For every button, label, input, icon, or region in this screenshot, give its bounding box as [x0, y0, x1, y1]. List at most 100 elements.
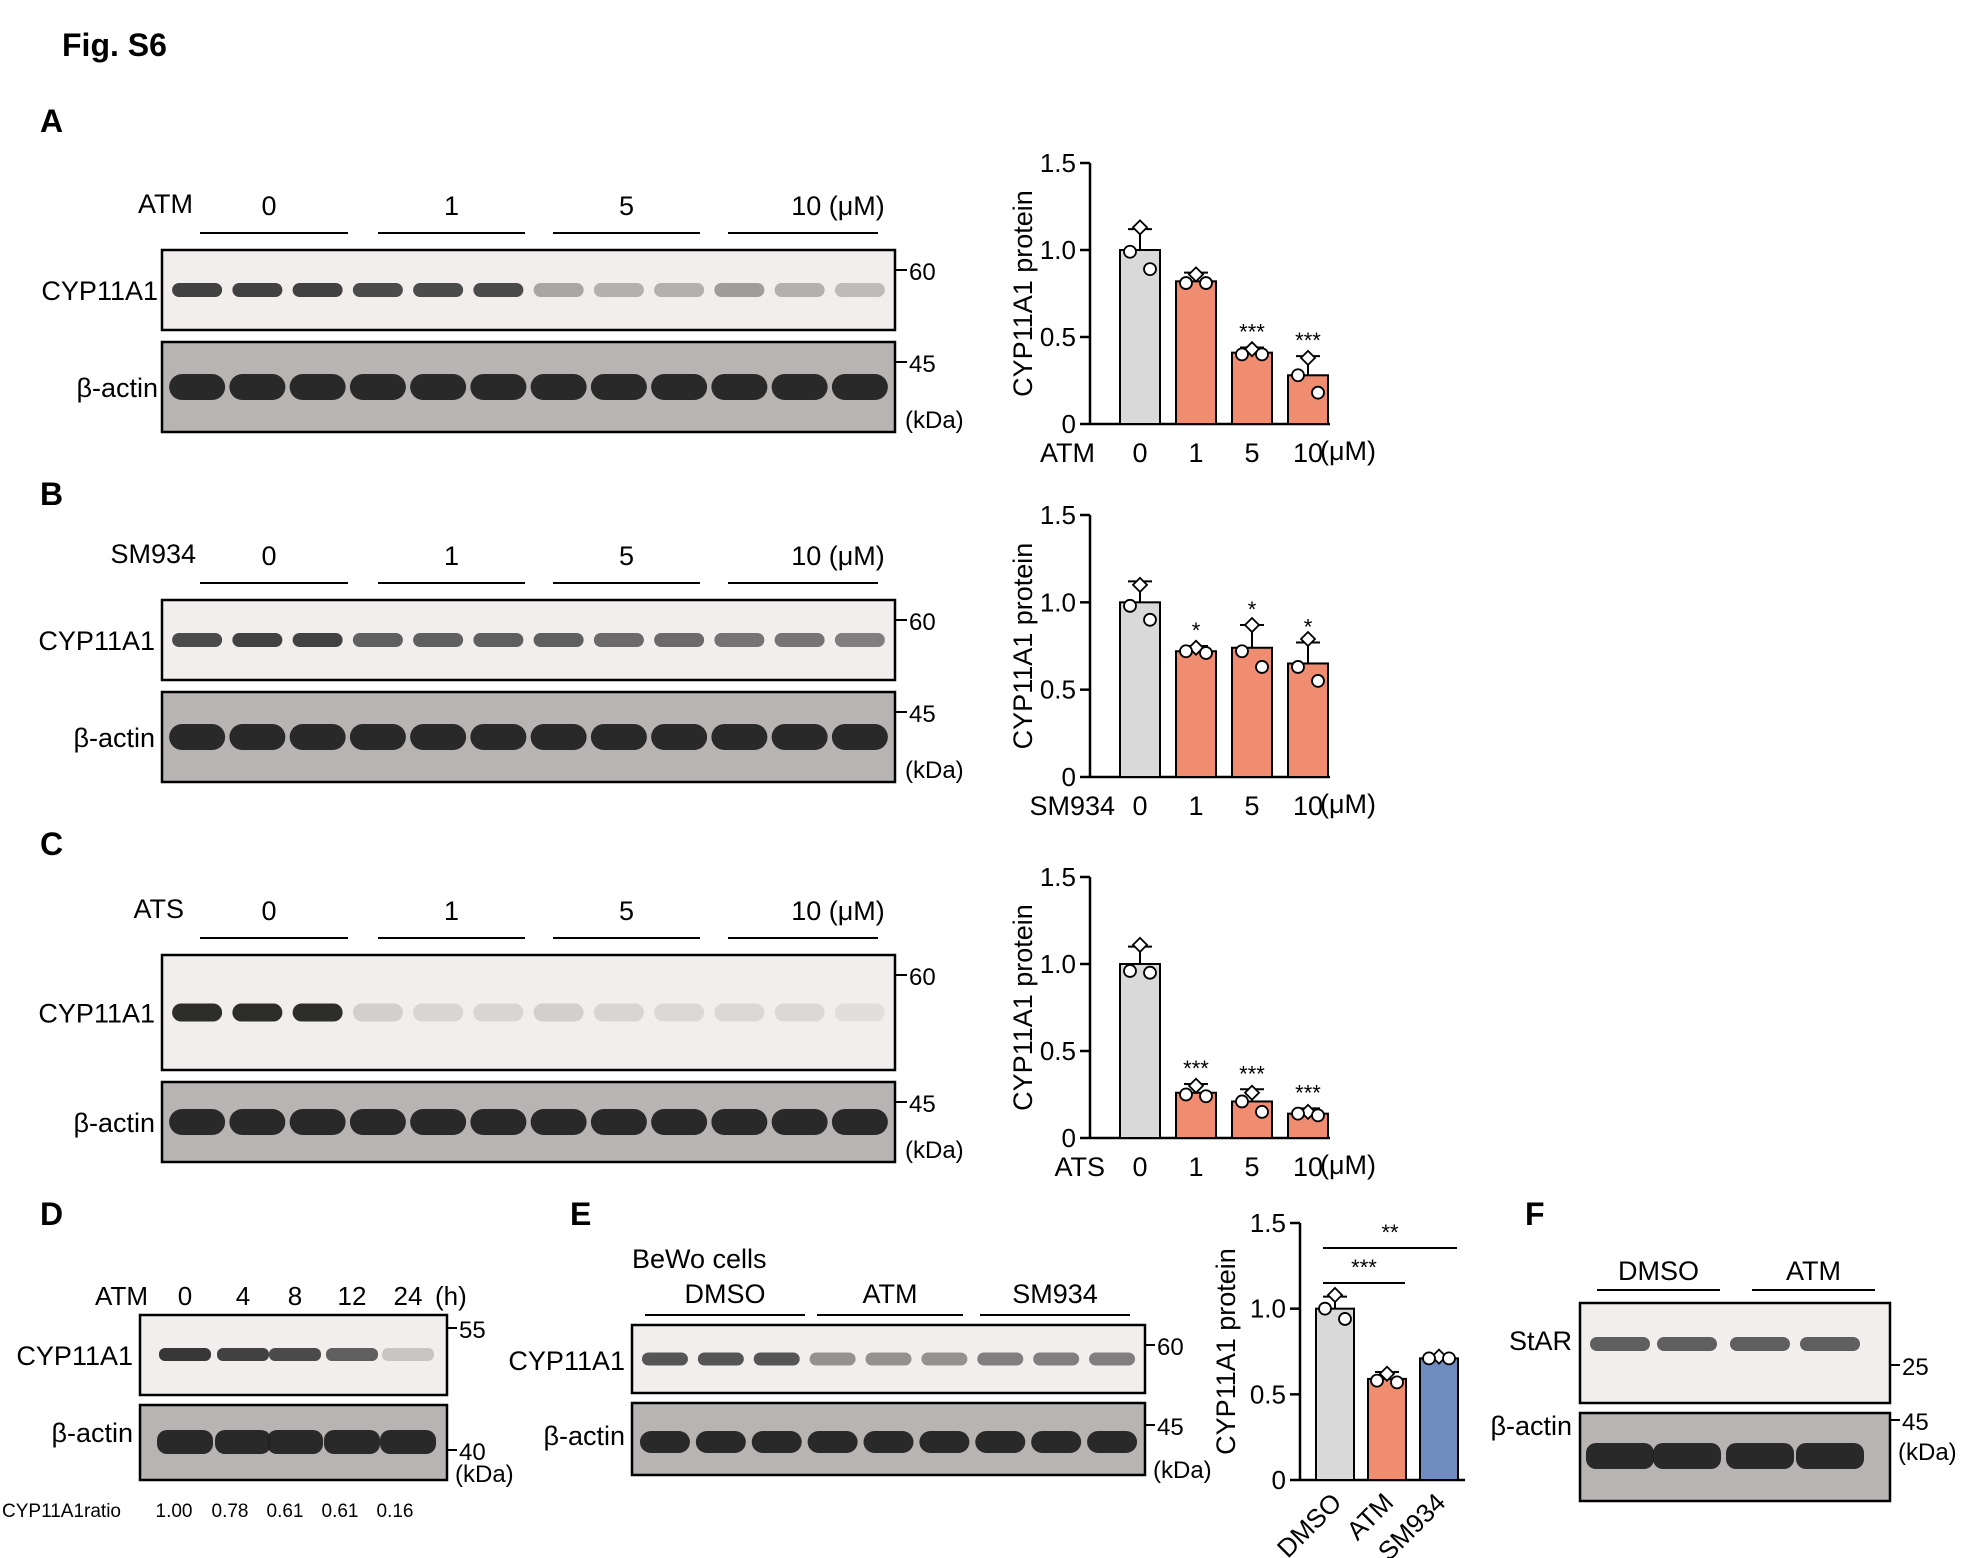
- data-point: [1179, 1087, 1193, 1102]
- blot-panel-c: ATS 0 1 5 10 (μM) CYP11A1 60 β-actin 45 (kDa): [38, 894, 963, 1164]
- group-label: DMSO: [685, 1279, 766, 1309]
- star-blot: [1578, 1301, 1892, 1405]
- data-point: [1299, 349, 1317, 367]
- cyp11a1-band: [809, 1352, 856, 1366]
- actin-band: [639, 1431, 690, 1453]
- row-label-cyp11a1: CYP11A1: [38, 626, 155, 656]
- marker-45: 45: [1902, 1409, 1929, 1436]
- dose-label: 1: [444, 541, 459, 571]
- y-axis-label: CYP11A1 protein: [1008, 190, 1038, 397]
- bar: [1315, 1307, 1355, 1481]
- data-point: [1143, 965, 1157, 980]
- cyp11a1-band: [921, 1352, 968, 1366]
- y-tick-label: 1.5: [1040, 862, 1076, 892]
- y-axis-label: CYP11A1 protein: [1008, 543, 1038, 750]
- cyp11a1-band: [413, 283, 464, 297]
- kda-label: (kDa): [1153, 1457, 1212, 1484]
- cyp11a1-band: [753, 1352, 800, 1366]
- data-point: [1199, 1089, 1213, 1104]
- treatment-label: SM934: [110, 539, 196, 569]
- y-tick-label: 1.0: [1040, 235, 1076, 265]
- x-axis-unit: (μM): [1320, 436, 1376, 466]
- cyp11a1-blot: [160, 953, 897, 1072]
- cyp11a1-band: [232, 1003, 283, 1022]
- data-point: [1326, 1286, 1344, 1304]
- cell-line-label: BeWo cells: [632, 1244, 767, 1274]
- y-tick-label: 1.0: [1040, 587, 1076, 617]
- cyp11a1-band: [473, 283, 524, 297]
- actin-band: [410, 1109, 467, 1135]
- cyp11a1-band: [232, 633, 283, 647]
- dose-label: 10 (μM): [791, 896, 885, 926]
- actin-band: [157, 1430, 213, 1454]
- y-axis-label: CYP11A1 protein: [1211, 1248, 1241, 1455]
- actin-band: [1031, 1431, 1082, 1453]
- data-point: [1255, 1105, 1269, 1119]
- actin-band: [1653, 1443, 1721, 1469]
- x-tick-label: 5: [1244, 791, 1259, 821]
- x-tick-label: 1: [1188, 438, 1203, 468]
- actin-band: [349, 374, 406, 400]
- data-point: [1143, 262, 1157, 277]
- actin-band: [831, 374, 888, 400]
- bar: [1231, 351, 1273, 425]
- marker-55: 55: [459, 1317, 486, 1344]
- data-point: [1299, 630, 1317, 648]
- ratio-value: 0.78: [212, 1501, 249, 1522]
- marker-45: 45: [909, 701, 936, 728]
- actin-band: [229, 374, 286, 400]
- data-point: [1422, 1351, 1436, 1366]
- x-tick-label: 5: [1244, 1152, 1259, 1182]
- actin-band: [651, 724, 708, 750]
- data-point: [1311, 385, 1325, 400]
- star-band: [1657, 1337, 1717, 1351]
- cyp11a1-band: [834, 1003, 885, 1022]
- actin-band: [771, 374, 828, 400]
- actin-band: [470, 724, 527, 750]
- x-tick-label: 10: [1293, 438, 1323, 468]
- actin-band: [919, 1431, 970, 1453]
- kda-label: (kDa): [905, 1137, 964, 1164]
- actin-band: [169, 724, 226, 750]
- cyp11a1-band: [714, 1003, 765, 1022]
- y-tick-label: 0: [1062, 762, 1076, 792]
- marker-45: 45: [909, 351, 936, 378]
- kda-label: (kDa): [455, 1461, 514, 1488]
- significance-mark: ***: [1239, 1061, 1265, 1086]
- data-point: [1370, 1373, 1384, 1388]
- panel-label-a: A: [40, 103, 63, 139]
- x-tick-label: 0: [1132, 791, 1147, 821]
- time-label: 24: [394, 1281, 423, 1311]
- y-tick-label: 0.5: [1040, 675, 1076, 705]
- data-point: [1235, 644, 1249, 659]
- y-tick-label: 0: [1062, 1123, 1076, 1153]
- actin-band: [651, 374, 708, 400]
- cyp11a1-band: [382, 1348, 434, 1361]
- actin-band: [831, 724, 888, 750]
- actin-band: [229, 724, 286, 750]
- row-label-actin: β-actin: [76, 373, 158, 403]
- data-point: [1131, 576, 1149, 594]
- treatment-label: ATS: [133, 894, 184, 924]
- actin-band: [863, 1431, 914, 1453]
- cyp11a1-band: [473, 1003, 524, 1022]
- bar: [1119, 601, 1161, 778]
- actin-band: [771, 724, 828, 750]
- kda-label: (kDa): [905, 757, 964, 784]
- actin-band: [215, 1430, 271, 1454]
- cyp11a1-band: [292, 283, 343, 297]
- dose-label: 5: [619, 191, 634, 221]
- group-label: ATM: [863, 1279, 918, 1309]
- data-point: [1291, 368, 1305, 383]
- actin-band: [410, 374, 467, 400]
- cyp11a1-band: [714, 633, 765, 647]
- figure-title: Fig. S6: [62, 27, 167, 63]
- marker-40: 40: [459, 1439, 486, 1466]
- cyp11a1-band: [473, 633, 524, 647]
- x-tick-label: 10: [1293, 1152, 1323, 1182]
- x-axis-prefix: SM934: [1029, 791, 1115, 821]
- cyp11a1-band: [654, 633, 705, 647]
- data-point: [1123, 598, 1137, 613]
- data-point: [1442, 1351, 1456, 1366]
